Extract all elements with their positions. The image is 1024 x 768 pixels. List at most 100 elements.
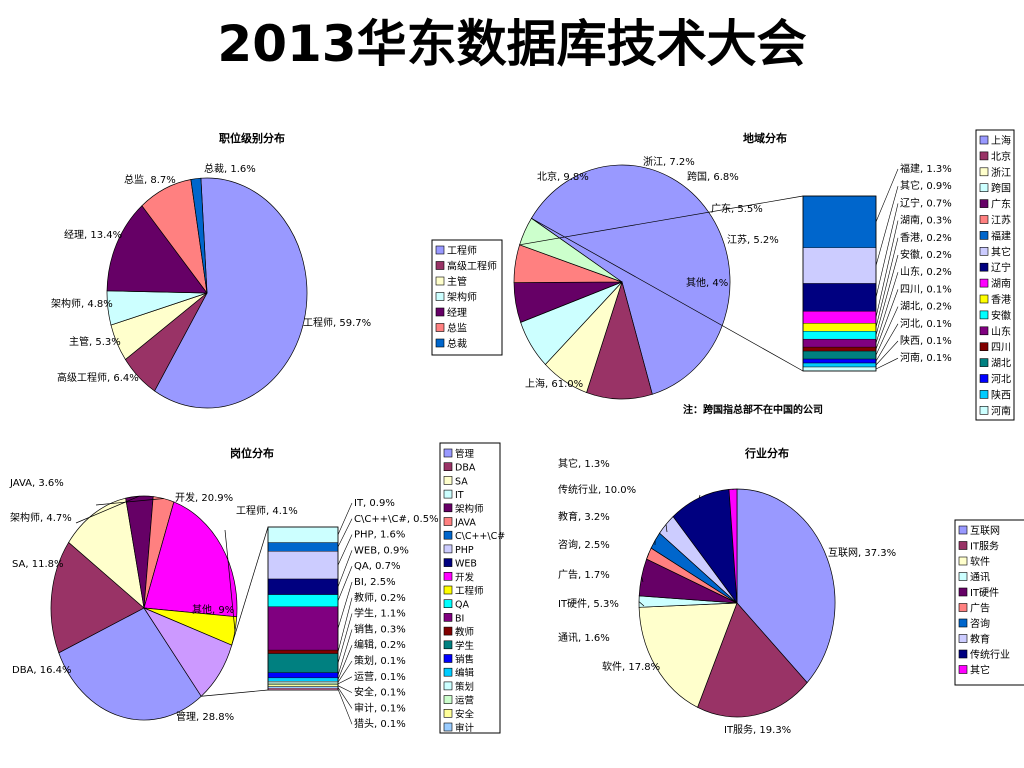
role-breakdown-label: 学生, 1.1% [354, 607, 406, 620]
industry-slice-it服务 [697, 602, 808, 718]
role-breakdown-leader [337, 685, 353, 693]
role-breakdown-leader [337, 534, 353, 566]
level-data-label: 总裁, 1.6% [204, 162, 256, 175]
role-breakdown-label: 教师, 0.2% [354, 591, 406, 604]
region-bar-outline [802, 195, 877, 372]
region-breakdown-label: 四川, 0.1% [900, 284, 952, 295]
industry-data-label: 咨询, 2.5% [558, 538, 610, 551]
role-legend-swatch [443, 599, 453, 609]
role-breakdown-label: 运营, 0.1% [354, 670, 406, 683]
region-connector-line [531, 217, 804, 372]
region-data-label: 江苏, 5.2% [727, 233, 779, 246]
level-slice-工程师 [154, 177, 308, 409]
region-bar-segment-安徽 [802, 331, 877, 340]
industry-slice-软件 [638, 602, 738, 708]
region-legend-label: 湖北 [991, 358, 1011, 370]
region-breakdown-leader [875, 289, 899, 350]
industry-legend-swatch [958, 649, 968, 659]
level-data-label: 架构师, 4.8% [51, 297, 113, 310]
role-breakdown-leader [337, 550, 353, 587]
region-legend-label: 香港 [991, 294, 1011, 306]
region-legend-label: 四川 [991, 343, 1011, 354]
region-legend-swatch [979, 167, 989, 177]
industry-legend-label: 传统行业 [970, 648, 1010, 661]
region-breakdown-leader [875, 254, 899, 336]
region-legend-label: 安徽 [991, 309, 1011, 322]
role-bar-segment-策划 [267, 681, 339, 684]
region-breakdown-leader [875, 272, 899, 344]
role-breakdown-leader [337, 613, 353, 664]
industry-data-label: 互联网, 37.3% [828, 547, 896, 559]
role-legend-label: 管理 [455, 448, 475, 460]
role-breakdown-label: BI, 2.5% [354, 577, 396, 588]
role-legend-swatch [443, 448, 453, 458]
role-legend-label: JAVA [454, 518, 476, 529]
role-bar-segment-qa [267, 594, 339, 607]
role-data-label: JAVA, 3.6% [9, 478, 64, 489]
role-data-label: 其他, 9% [192, 603, 234, 616]
level-legend-swatch [435, 292, 445, 301]
region-breakdown-leader [875, 340, 899, 366]
role-breakdown-label: 猎头, 0.1% [354, 717, 406, 730]
industry-leader-line [646, 553, 650, 559]
role-breakdown-label: C\C++\C#, 0.5% [354, 514, 439, 525]
region-legend-swatch [979, 135, 989, 145]
region-legend-label: 湖南 [991, 277, 1011, 290]
industry-leader-line [638, 601, 645, 607]
region-legend-swatch [979, 199, 989, 208]
region-breakdown-label: 福建, 1.3% [900, 162, 952, 175]
role-breakdown-leader [337, 518, 353, 548]
region-legend-swatch [979, 390, 989, 399]
region-breakdown-label: 山东, 0.2% [900, 265, 952, 278]
industry-legend-swatch [958, 556, 968, 566]
role-legend-label: 开发 [455, 571, 475, 583]
industry-slice-互联网 [736, 488, 836, 684]
role-bar-segment-编辑 [267, 677, 339, 682]
role-legend-label: PHP [455, 545, 474, 556]
region-breakdown-label: 湖南, 0.3% [900, 214, 952, 227]
role-legend-swatch [443, 571, 453, 581]
region-legend-label: 北京 [991, 150, 1011, 163]
role-bar-segment-web [267, 578, 339, 595]
role-breakdown-leader [337, 581, 353, 629]
region-data-label: 北京, 9.8% [537, 170, 589, 183]
role-legend-label: 审计 [455, 722, 475, 734]
role-legend-swatch [443, 558, 453, 567]
industry-legend-label: 互联网 [970, 525, 1000, 537]
region-legend-swatch [979, 215, 989, 224]
role-data-label: 开发, 20.9% [175, 491, 233, 504]
region-breakdown-label: 辽宁, 0.7% [900, 196, 952, 209]
region-bar-segment-其它 [802, 247, 877, 284]
region-bar-segment-陕西 [802, 362, 877, 368]
level-slice-经理 [106, 205, 208, 294]
role-legend-label: WEB [455, 559, 477, 570]
role-legend-swatch [443, 544, 453, 554]
region-bar-segment-湖北 [802, 350, 877, 360]
level-legend-label: 高级工程师 [447, 260, 497, 273]
role-legend-label: 安全 [455, 708, 475, 720]
level-slice-总裁 [190, 177, 208, 294]
role-legend-swatch [443, 626, 453, 636]
industry-legend-swatch [958, 572, 968, 581]
region-legend-swatch [979, 247, 989, 256]
level-legend-swatch [435, 261, 445, 270]
role-breakdown-leader [337, 676, 353, 685]
role-legend-label: 架构师 [455, 503, 484, 515]
industry-data-label: IT硬件, 5.3% [558, 598, 619, 610]
region-breakdown-label: 河南, 0.1% [900, 351, 952, 364]
region-breakdown-label: 其它, 0.9% [900, 179, 952, 192]
region-legend-label: 福建 [991, 229, 1011, 242]
role-breakdown-leader [337, 597, 353, 652]
industry-legend-label: 其它 [970, 664, 990, 677]
region-bar-segment-河北 [802, 358, 877, 364]
level-legend-swatch [435, 323, 445, 332]
role-leader-line [224, 529, 236, 632]
region-breakdown-label: 陕西, 0.1% [900, 334, 952, 347]
industry-legend-swatch [958, 525, 968, 535]
region-note: 注：跨国指总部不在中国的公司 [683, 403, 823, 416]
role-data-label: DBA, 16.4% [12, 665, 72, 676]
level-legend-swatch [435, 245, 445, 255]
level-legend-swatch [435, 338, 445, 348]
role-breakdown-label: 审计, 0.1% [354, 701, 406, 714]
role-legend-swatch [443, 489, 453, 499]
